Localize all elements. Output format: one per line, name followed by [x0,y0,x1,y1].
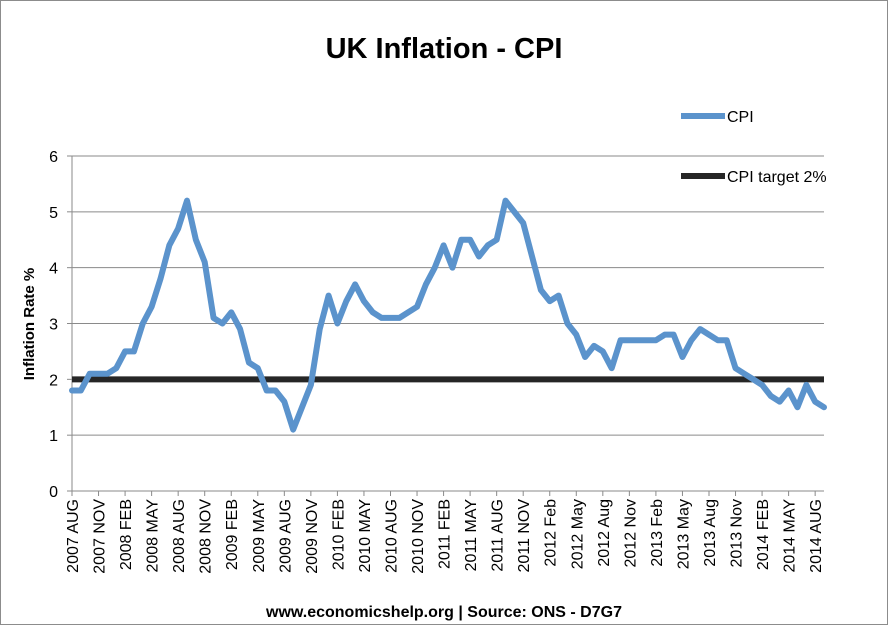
x-tick-label: 2013 Aug [702,499,719,567]
x-tick-label: 2014 FEB [755,499,772,570]
y-tick-label: 6 [49,149,58,166]
y-tick-label: 1 [49,428,58,445]
y-axis-label: Inflation Rate % [21,268,38,381]
chart-title: UK Inflation - CPI [326,33,563,65]
x-tick-label: 2007 AUG [65,499,82,573]
x-tick-label: 2012 May [569,499,586,569]
x-tick-label: 2012 Nov [622,499,639,568]
cpi-line [69,197,827,433]
x-tick-label: 2008 FEB [118,499,135,570]
x-tick-label: 2010 NOV [410,499,427,574]
x-tick-label: 2013 May [675,499,692,569]
y-tick-label: 5 [49,205,58,222]
y-tick-label: 4 [49,261,58,278]
y-tick-labels: 0 1 2 3 4 5 6 [49,149,58,501]
gridlines [72,155,824,436]
x-tick-labels: 2007 AUG 2007 NOV 2008 FEB 2008 MAY 2008 AUG… [65,499,825,574]
x-tick-label: 2014 AUG [808,499,825,573]
x-tick-label: 2009 AUG [277,499,294,573]
y-tick-label: 3 [49,317,58,334]
x-tick-label: 2012 Aug [596,499,613,567]
y-tick-label: 2 [49,372,58,389]
x-tick-label: 2010 FEB [330,499,347,570]
x-tick-label: 2008 MAY [145,499,162,573]
x-tick-label: 2010 MAY [357,499,374,573]
series-lines [69,197,827,433]
x-tick-label: 2011 MAY [463,499,480,572]
x-tick-label: 2014 MAY [782,499,799,573]
x-tick-label: 2008 AUG [171,499,188,573]
y-tick-label: 0 [49,484,58,501]
x-tick-label: 2008 NOV [198,499,215,574]
x-tick-label: 2010 AUG [383,499,400,573]
x-tick-label: 2011 FEB [437,499,454,569]
x-tick-label: 2013 Feb [649,499,666,567]
x-tick-label: 2007 NOV [92,499,109,574]
x-tick-label: 2009 FEB [224,499,241,570]
x-tick-label: 2012 Feb [543,499,560,567]
x-tick-label: 2011 NOV [516,499,533,573]
source-note: www.economicshelp.org | Source: ONS - D7… [265,604,622,621]
legend-cpi-label: CPI [727,109,754,126]
legend-target-label: CPI target 2% [727,169,827,186]
axes [67,155,824,496]
x-tick-label: 2011 AUG [490,499,507,572]
x-tick-label: 2009 MAY [251,499,268,573]
x-tick-label: 2013 Nov [729,499,746,568]
x-tick-label: 2009 NOV [304,499,321,574]
legend: CPI CPI target 2% [681,109,827,186]
